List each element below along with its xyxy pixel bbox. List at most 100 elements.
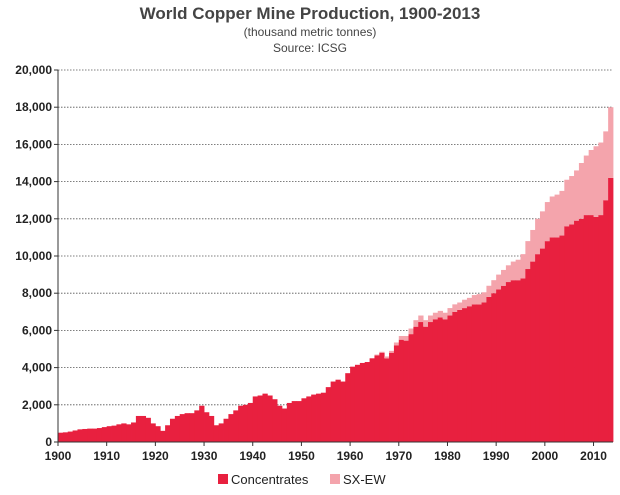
bar-concentrates: [354, 364, 361, 442]
bar-concentrates: [423, 326, 429, 442]
bar-sx-ew: [535, 218, 541, 255]
bar-concentrates: [311, 394, 317, 442]
bar-sx-ew: [442, 312, 448, 320]
bar-sx-ew: [393, 342, 400, 346]
bar-concentrates: [505, 282, 512, 442]
bar-concentrates: [150, 423, 156, 442]
bar-concentrates: [452, 311, 458, 442]
bar-sx-ew: [564, 179, 570, 227]
bar-sx-ew: [554, 194, 560, 238]
bar-concentrates: [58, 432, 64, 442]
legend-label-sx-ew: SX-EW: [343, 472, 386, 487]
x-tick-label: 1910: [93, 449, 120, 463]
bar-concentrates: [325, 387, 332, 442]
x-tick-label: 1970: [385, 449, 412, 463]
bar-sx-ew: [544, 202, 551, 242]
bar-concentrates: [447, 315, 453, 442]
bar-sx-ew: [413, 320, 419, 327]
bar-concentrates: [272, 399, 278, 442]
bar-concentrates: [466, 306, 473, 442]
bar-concentrates: [539, 248, 546, 442]
bar-sx-ew: [389, 350, 395, 353]
bar-sx-ew: [608, 107, 614, 178]
bar-sx-ew: [510, 261, 517, 281]
bar-concentrates: [418, 322, 424, 442]
bar-concentrates: [442, 319, 448, 442]
chart-source: Source: ICSG: [272, 41, 348, 55]
bar-sx-ew: [525, 241, 531, 270]
bar-sx-ew: [520, 254, 526, 279]
bar-concentrates: [520, 278, 526, 442]
bar-sx-ew: [457, 302, 463, 310]
bar-concentrates: [160, 430, 166, 442]
chart-subtitle: (thousand metric tonnes): [243, 25, 377, 39]
bar-sx-ew: [549, 196, 555, 238]
y-tick-label: 14,000: [15, 175, 52, 189]
bar-concentrates: [238, 405, 244, 442]
bar-concentrates: [335, 379, 341, 442]
bar-sx-ew: [432, 312, 439, 320]
bar-concentrates: [413, 326, 419, 442]
bar-concentrates: [316, 393, 322, 442]
bar-sx-ew: [374, 354, 380, 356]
bar-sx-ew: [447, 308, 453, 316]
bar-sx-ew: [471, 295, 478, 305]
bar-concentrates: [228, 414, 234, 442]
bar-concentrates: [247, 402, 254, 442]
bar-concentrates: [608, 177, 614, 442]
x-tick-label: 1990: [483, 449, 510, 463]
bar-concentrates: [403, 340, 409, 442]
bar-concentrates: [369, 358, 375, 442]
bar-concentrates: [179, 414, 185, 442]
bar-concentrates: [145, 417, 151, 442]
bar-concentrates: [208, 415, 215, 442]
bar-concentrates: [92, 428, 98, 442]
bar-sx-ew: [539, 211, 546, 249]
bar-concentrates: [223, 418, 229, 442]
y-tick-labels: 0 2,000 4,000 6,000 8,000 10,000 12,000 14,000 1…: [15, 63, 52, 449]
bar-concentrates: [501, 285, 507, 442]
bar-concentrates: [544, 241, 551, 442]
axes: [54, 69, 613, 446]
x-tick-label: 1900: [45, 449, 72, 463]
bar-sx-ew: [462, 299, 468, 309]
bar-concentrates: [257, 395, 263, 442]
bar-concentrates: [131, 422, 137, 442]
bar-concentrates: [588, 215, 594, 442]
y-tick-label: 10,000: [15, 249, 52, 263]
legend: Concentrates SX-EW: [218, 472, 386, 487]
bar-concentrates: [345, 373, 351, 442]
bar-concentrates: [525, 269, 531, 442]
bar-concentrates: [106, 426, 112, 442]
bar-sx-ew: [379, 351, 385, 353]
x-tick-label: 1920: [142, 449, 169, 463]
bar-concentrates: [296, 401, 302, 442]
bar-sx-ew: [398, 335, 405, 340]
bar-sx-ew: [501, 269, 507, 286]
bar-concentrates: [598, 215, 604, 442]
bar-concentrates: [471, 304, 478, 442]
legend-swatch-concentrates: [218, 474, 228, 484]
bar-concentrates: [96, 428, 103, 442]
bar-sx-ew: [593, 146, 599, 217]
bar-concentrates: [476, 304, 482, 442]
bar-concentrates: [593, 216, 599, 442]
bar-sx-ew: [476, 294, 482, 305]
bar-sx-ew: [598, 142, 604, 216]
y-tick-label: 18,000: [15, 100, 52, 114]
bar-concentrates: [169, 418, 176, 442]
bar-sx-ew: [569, 176, 575, 225]
bar-concentrates: [77, 429, 83, 442]
bar-concentrates: [82, 428, 88, 442]
bar-concentrates: [320, 392, 327, 442]
bar-concentrates: [457, 309, 463, 442]
legend-swatch-sx-ew: [330, 474, 340, 484]
bar-sx-ew: [515, 259, 521, 281]
bar-sx-ew: [418, 315, 424, 323]
bar-sx-ew: [403, 335, 409, 341]
bar-concentrates: [116, 424, 122, 442]
y-tick-label: 2,000: [22, 398, 52, 412]
bar-concentrates: [286, 402, 293, 442]
bar-concentrates: [218, 423, 224, 442]
bar-concentrates: [432, 319, 439, 442]
